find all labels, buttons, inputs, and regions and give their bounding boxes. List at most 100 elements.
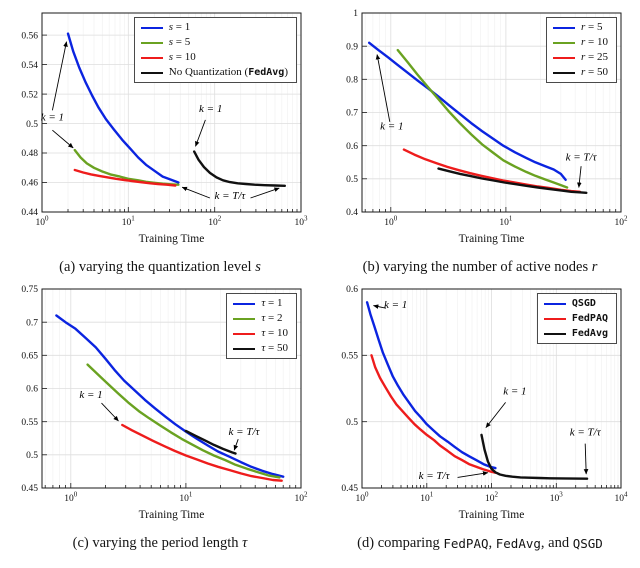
text-part: = 5 <box>585 21 603 33</box>
legend-entry: r = 25 <box>553 50 608 65</box>
annotation-label: k = T/τ <box>570 427 602 439</box>
legend-line-sample <box>553 26 575 29</box>
x-axis-label: Training Time <box>139 233 205 245</box>
text-part: (d) comparing <box>357 534 444 551</box>
caption-d: (d) comparing FedPAQ, FedAvg, and QSGD <box>320 528 640 558</box>
text-part: (a) varying the quantization level <box>59 258 256 275</box>
legend-entry-label: s = 10 <box>169 50 196 65</box>
text-part: s <box>255 258 261 275</box>
text-part: = 50 <box>265 342 288 354</box>
axis-ticks <box>362 12 622 213</box>
svg-text:0.48: 0.48 <box>21 149 38 159</box>
series-tau-50 <box>184 429 237 455</box>
text-part: = 2 <box>265 312 283 324</box>
annotation-arrow <box>577 166 582 188</box>
series-r-5 <box>368 41 567 182</box>
annotation-label: k = 1 <box>384 299 407 311</box>
svg-text:1: 1 <box>353 9 358 19</box>
svg-text:101: 101 <box>420 491 434 505</box>
series-qsgd <box>365 301 497 470</box>
annotations: k = 1 k = T/τ <box>79 389 261 451</box>
series-lines <box>66 32 286 188</box>
legend-entry: s = 10 <box>140 50 288 65</box>
legend-entry-label: τ = 10 <box>261 326 288 341</box>
annotation-arrow <box>250 187 280 199</box>
text-part: FedAvg <box>495 535 541 551</box>
legend-line-sample <box>233 347 256 350</box>
text-part: FedAvg <box>248 67 285 78</box>
annotation-label: k = 1 <box>380 121 403 133</box>
legend-line-sample <box>553 71 575 74</box>
series-lines <box>365 301 589 480</box>
legend-line-sample <box>543 302 566 305</box>
legend-entry: s = 5 <box>140 35 288 50</box>
text-part: r <box>581 51 586 63</box>
svg-text:0.5: 0.5 <box>26 451 38 461</box>
annotation-arrow <box>373 304 387 309</box>
text-part: FedAvg <box>571 328 608 339</box>
svg-text:0.45: 0.45 <box>21 484 38 494</box>
text-part: QSGD <box>572 535 603 551</box>
series-s-10 <box>73 168 177 187</box>
axis-ticks <box>42 288 302 489</box>
annotation-label: k = T/τ <box>419 470 451 482</box>
svg-text:100: 100 <box>64 491 78 505</box>
legend-entry: s = 1 <box>140 20 288 35</box>
svg-text:0.6: 0.6 <box>346 142 358 152</box>
legend-entry-label: τ = 1 <box>261 296 282 311</box>
text-part: = 10 <box>585 36 608 48</box>
series-tau-1 <box>55 314 285 478</box>
x-axis-label: Training Time <box>139 509 205 521</box>
annotation-arrow <box>485 402 506 428</box>
annotation-arrow <box>375 54 391 122</box>
svg-text:0.52: 0.52 <box>21 90 38 100</box>
legend-line-sample <box>553 41 575 44</box>
legend-line-sample <box>233 317 256 320</box>
annotations: k = 1 k = 1 k = T/τ k = T/τ <box>373 299 602 482</box>
svg-text:0.55: 0.55 <box>21 418 38 428</box>
series-s-1 <box>66 32 180 184</box>
text-part: τ <box>242 534 248 551</box>
x-axis-label: Training Time <box>459 233 525 245</box>
legend-line-sample <box>543 317 566 320</box>
legend-entry-label: s = 5 <box>169 35 191 50</box>
legend-entry: τ = 1 <box>233 296 288 311</box>
legend-entry-label: r = 50 <box>581 65 608 80</box>
text-part: s <box>168 36 174 48</box>
legend-entry-label: No Quantization (FedAvg) <box>169 65 288 80</box>
axis-ticks <box>41 34 302 213</box>
subplot-c: 100 101 102 0.45 0.5 0.55 0.6 0.65 0.7 0.75 Traini… <box>0 282 320 558</box>
legend-line-sample <box>140 41 163 44</box>
svg-text:104: 104 <box>615 491 629 505</box>
series-r-10 <box>396 48 569 189</box>
legend-entry: r = 5 <box>553 20 608 35</box>
annotation-arrow <box>101 402 119 422</box>
text-part: , and <box>540 534 573 551</box>
svg-text:102: 102 <box>295 491 309 505</box>
text-part: , <box>488 534 496 551</box>
text-part: = 50 <box>585 66 608 78</box>
text-part: = 1 <box>265 297 283 309</box>
svg-text:102: 102 <box>208 215 222 229</box>
annotation-arrow <box>181 186 211 199</box>
legend-entry-label: τ = 50 <box>261 341 288 356</box>
svg-text:0.5: 0.5 <box>346 418 358 428</box>
legend-entry-label: FedAvg <box>572 326 608 341</box>
text-part: = 10 <box>173 51 196 63</box>
annotation-label: k = T/τ <box>229 426 261 438</box>
legend-b: r = 5 r = 10 r = 25 r = 50 <box>546 17 617 83</box>
text-part: s <box>168 21 174 33</box>
text-part: = 25 <box>585 51 608 63</box>
caption-b: (b) varying the number of active nodes r <box>320 252 640 282</box>
chart-b-canvas: 100 101 102 0.4 0.5 0.6 0.7 0.8 0.9 1 Training Tim… <box>346 9 628 245</box>
legend-entry-label: τ = 2 <box>261 311 282 326</box>
svg-text:0.6: 0.6 <box>26 385 38 395</box>
annotation-arrow <box>457 471 489 478</box>
legend-d: QSGD FedPAQ FedAvg <box>536 293 617 344</box>
subplot-d: 100 101 102 103 104 0.45 0.5 0.55 0.6 Training Ti… <box>320 282 640 558</box>
legend-line-sample <box>140 26 163 29</box>
